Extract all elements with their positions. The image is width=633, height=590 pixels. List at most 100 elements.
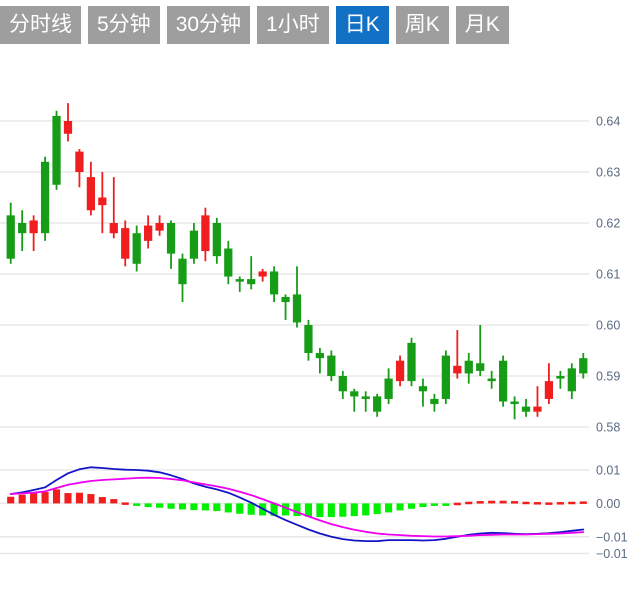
candle-body bbox=[407, 342, 416, 382]
macd-bar bbox=[533, 502, 542, 505]
candle-body bbox=[430, 398, 439, 405]
macd-bar bbox=[270, 503, 278, 516]
candle-body bbox=[121, 228, 130, 259]
candle-body bbox=[510, 401, 519, 405]
candle-body bbox=[235, 279, 244, 282]
timeframe-tab-6[interactable]: 月K bbox=[455, 6, 509, 44]
candle-body bbox=[212, 223, 221, 257]
candle-body bbox=[86, 177, 96, 211]
macd-bar bbox=[579, 501, 587, 504]
macd-bar bbox=[362, 503, 370, 516]
candle-body bbox=[418, 386, 428, 392]
macd-axis-labels: 0.01 0.00 −0.01 −0.01 bbox=[596, 464, 628, 562]
candle-body bbox=[178, 258, 187, 285]
candle-body bbox=[327, 355, 336, 376]
candle-body bbox=[521, 406, 531, 412]
macd-bar bbox=[476, 501, 484, 504]
candle-body bbox=[567, 368, 576, 392]
macd-bar bbox=[75, 492, 83, 504]
timeframe-tab-5[interactable]: 周K bbox=[395, 6, 449, 44]
macd-bar bbox=[133, 503, 141, 506]
price-axis-labels: 0.64 0.63 0.62 0.61 0.60 0.59 0.58 bbox=[596, 115, 620, 435]
candle-body bbox=[533, 406, 542, 412]
candle-body bbox=[441, 355, 450, 399]
macd-dea-line bbox=[9, 476, 585, 538]
macd-bar bbox=[110, 499, 118, 504]
price-tick-label: 0.63 bbox=[596, 166, 620, 180]
macd-histogram bbox=[7, 489, 587, 518]
timeframe-tab-1[interactable]: 5分钟 bbox=[88, 6, 160, 44]
candle-body bbox=[476, 363, 485, 371]
macd-bar bbox=[18, 494, 26, 504]
candle-body bbox=[52, 115, 61, 185]
dea-line-path bbox=[9, 476, 585, 538]
candle-body bbox=[453, 365, 462, 374]
macd-bar bbox=[41, 492, 49, 504]
macd-bar bbox=[568, 501, 576, 505]
candle-body bbox=[40, 161, 50, 234]
macd-bar bbox=[430, 503, 438, 506]
candle-body bbox=[247, 279, 256, 285]
macd-bar bbox=[373, 503, 381, 515]
macd-bar bbox=[545, 502, 553, 505]
macd-bar bbox=[407, 503, 416, 509]
candle-body bbox=[556, 376, 565, 379]
stock-chart[interactable]: 0.64 0.63 0.62 0.61 0.60 0.59 0.58 0.01 0.00 −0.… bbox=[0, 56, 633, 590]
candle-body bbox=[144, 225, 153, 241]
macd-bar bbox=[522, 501, 530, 505]
candle-body bbox=[189, 230, 199, 259]
macd-bar bbox=[201, 503, 209, 511]
macd-bar bbox=[178, 503, 187, 510]
macd-bar bbox=[316, 503, 324, 518]
macd-bar bbox=[87, 494, 95, 504]
candle-body bbox=[166, 223, 176, 254]
macd-bar bbox=[396, 503, 404, 511]
macd-bar bbox=[213, 503, 221, 512]
macd-bar bbox=[499, 500, 507, 504]
candle-body bbox=[132, 233, 141, 264]
timeframe-tab-label: 日K bbox=[344, 13, 380, 36]
candle-body bbox=[269, 271, 279, 295]
timeframe-tab-label: 1小时 bbox=[266, 13, 320, 36]
price-tick-label: 0.61 bbox=[596, 268, 620, 282]
candle-body bbox=[155, 223, 164, 231]
price-tick-label: 0.64 bbox=[596, 115, 620, 129]
timeframe-toolbar: 分时线 5分钟 30分钟 1小时 日K 周K 月K bbox=[0, 0, 633, 56]
macd-tick-label: 0.01 bbox=[596, 464, 620, 478]
timeframe-tab-0[interactable]: 分时线 bbox=[0, 6, 81, 44]
candle-body bbox=[373, 396, 382, 412]
macd-bar bbox=[247, 503, 255, 515]
macd-bar bbox=[156, 503, 164, 508]
candle-body bbox=[75, 151, 84, 172]
macd-bar bbox=[385, 503, 393, 513]
price-tick-label: 0.62 bbox=[596, 217, 620, 231]
macd-dif-line bbox=[9, 466, 585, 542]
candle-body bbox=[384, 378, 393, 399]
macd-bar bbox=[30, 493, 38, 504]
macd-tick-label: −0.01 bbox=[596, 547, 628, 561]
candle-body bbox=[487, 378, 496, 382]
timeframe-tab-3[interactable]: 1小时 bbox=[257, 6, 329, 44]
macd-bar bbox=[327, 503, 335, 518]
candle-body bbox=[29, 220, 38, 234]
candlestick-series bbox=[6, 103, 588, 420]
price-tick-label: 0.58 bbox=[596, 421, 620, 435]
timeframe-tab-4[interactable]: 日K bbox=[335, 6, 389, 44]
candle-body bbox=[304, 325, 313, 354]
macd-bar bbox=[64, 493, 72, 504]
timeframe-tab-2[interactable]: 30分钟 bbox=[166, 6, 251, 44]
macd-bar bbox=[52, 489, 61, 504]
candle-body bbox=[18, 223, 27, 234]
macd-bar bbox=[442, 503, 450, 506]
macd-bar bbox=[556, 502, 564, 505]
macd-tick-label: 0.00 bbox=[596, 497, 620, 511]
macd-bar bbox=[190, 503, 198, 511]
candle-body bbox=[579, 358, 588, 374]
candle-body bbox=[109, 223, 118, 234]
candle-body bbox=[63, 121, 73, 134]
macd-tick-label: −0.01 bbox=[596, 530, 628, 544]
macd-bar bbox=[511, 501, 519, 504]
timeframe-tab-label: 月K bbox=[464, 13, 500, 36]
macd-bar bbox=[144, 503, 152, 508]
candle-body bbox=[258, 271, 267, 277]
